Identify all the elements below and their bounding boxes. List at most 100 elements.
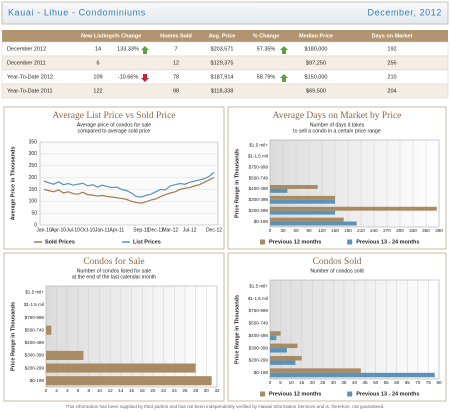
column-header: Days on Market xyxy=(372,33,413,39)
x-tick-label: 150 xyxy=(331,228,339,233)
chart-subtitle: Number of condos sold xyxy=(310,268,363,274)
y-tick-label: 350 xyxy=(29,139,38,145)
x-tick-label: 28 xyxy=(193,388,199,393)
y-tick-label: $750-999 xyxy=(249,164,269,169)
x-tick-label: 270 xyxy=(383,228,391,233)
y-tick-label: $300-399 xyxy=(249,197,269,202)
table-cell: $187,914 xyxy=(211,74,234,80)
x-tick-label: 6 xyxy=(77,388,80,393)
y-axis-label: Price Range in Thousands xyxy=(234,295,240,364)
y-tick-label: 300 xyxy=(29,151,38,157)
bar xyxy=(270,343,298,349)
x-tick-label: 18 xyxy=(140,388,146,393)
x-tick-label: 0 xyxy=(269,380,272,385)
legend-label: Previous 13 - 24 months xyxy=(356,391,419,397)
table-cell: 98 xyxy=(173,88,179,94)
y-tick-label: $0-199 xyxy=(254,370,269,375)
column-header: New Listings xyxy=(81,33,115,39)
y-tick-label: $400-499 xyxy=(249,186,269,191)
y-tick-label: $1.5 mil+ xyxy=(249,283,268,288)
x-tick-label: 120 xyxy=(318,228,326,233)
table-cell: 78 xyxy=(173,74,179,80)
x-tick-label: 20 xyxy=(150,388,156,393)
up-arrow xyxy=(280,74,288,82)
table-row-bg xyxy=(1,83,449,99)
x-tick-label: 360 xyxy=(422,228,430,233)
legend-label: Previous 12 months xyxy=(269,239,321,245)
y-tick-label: 100 xyxy=(29,199,38,205)
footer-note: This information has been supplied by th… xyxy=(66,404,385,409)
y-tick-label: $200-299 xyxy=(249,208,269,213)
x-tick-label: 32 xyxy=(214,388,220,393)
x-tick-label: 35 xyxy=(341,380,347,385)
bar xyxy=(46,363,196,373)
bar xyxy=(270,348,287,353)
y-tick-label: $1-1.5 mil xyxy=(248,296,268,301)
header-title: Kauai - Lihue - Condominiums xyxy=(8,7,146,17)
column-header: % Change xyxy=(115,33,142,39)
table-cell: 122 xyxy=(93,88,102,94)
x-tick-label: 60 xyxy=(394,380,400,385)
x-tick-label: Jul-10 xyxy=(66,227,80,233)
legend-swatch xyxy=(347,239,353,245)
row-label: Year-To-Date 2012 xyxy=(7,74,53,80)
x-tick-label: 390 xyxy=(435,228,443,233)
up-arrow xyxy=(280,46,288,54)
table-cell: -10.66% xyxy=(118,74,139,80)
chart-title: Condos for Sale xyxy=(83,256,144,267)
column-header: Homes Sold xyxy=(160,33,192,39)
y-tick-label: $750-999 xyxy=(25,315,45,320)
table-cell: 256 xyxy=(387,60,396,66)
table-cell: 109 xyxy=(93,74,102,80)
y-tick-label: $200-299 xyxy=(249,358,269,363)
x-tick-label: 70 xyxy=(415,380,421,385)
x-tick-label: 4 xyxy=(66,388,69,393)
table-cell: $150,000 xyxy=(305,74,328,80)
chart-subtitle: Number of days it takes xyxy=(310,122,365,128)
table-cell: $180,000 xyxy=(305,46,328,52)
table-cell: 58.79% xyxy=(257,74,276,80)
bar xyxy=(270,188,288,193)
x-tick-label: 240 xyxy=(370,228,378,233)
x-tick-label: 0 xyxy=(45,388,48,393)
y-tick-label: 0 xyxy=(34,222,37,228)
bar xyxy=(270,210,335,215)
table-cell: 6 xyxy=(96,60,99,66)
x-tick-label: 12 xyxy=(108,388,114,393)
x-tick-label: 30 xyxy=(204,388,210,393)
x-tick-label: Mar-12 xyxy=(162,227,178,233)
y-tick-label: $400-499 xyxy=(25,340,45,345)
table-cell: $97,250 xyxy=(306,60,326,66)
x-tick-label: Apr-10 xyxy=(51,227,66,233)
row-label: Year-To-Date 2011 xyxy=(7,88,53,94)
table-cell: 210 xyxy=(387,74,396,80)
x-tick-label: 30 xyxy=(331,380,337,385)
x-tick-label: 80 xyxy=(436,380,442,385)
bar xyxy=(270,331,281,336)
y-tick-label: $200-299 xyxy=(25,365,45,370)
down-arrow xyxy=(141,74,149,82)
x-tick-label: 30 xyxy=(280,228,286,233)
y-tick-label: $500-749 xyxy=(25,327,45,332)
row-label: December 2011 xyxy=(7,60,46,66)
x-tick-label: Dec-12 xyxy=(206,227,222,233)
header-date: December, 2012 xyxy=(368,7,442,17)
x-tick-label: 330 xyxy=(409,228,417,233)
table-cell: $129,375 xyxy=(211,60,234,66)
y-tick-label: $1-1.5 mil xyxy=(24,302,44,307)
x-tick-label: Jan-11 xyxy=(95,227,110,233)
x-tick-label: 5 xyxy=(279,380,282,385)
y-tick-label: 50 xyxy=(31,210,37,216)
bar xyxy=(270,368,361,373)
x-tick-label: 20 xyxy=(310,380,316,385)
x-tick-label: Jul-12 xyxy=(183,227,197,233)
y-tick-label: $300-399 xyxy=(249,345,269,350)
up-arrow xyxy=(141,46,149,54)
x-tick-label: 210 xyxy=(357,228,365,233)
x-tick-label: 16 xyxy=(129,388,135,393)
x-tick-label: 10 xyxy=(289,380,295,385)
y-tick-label: $1-1.5 mil xyxy=(248,154,268,159)
x-tick-label: 50 xyxy=(373,380,379,385)
